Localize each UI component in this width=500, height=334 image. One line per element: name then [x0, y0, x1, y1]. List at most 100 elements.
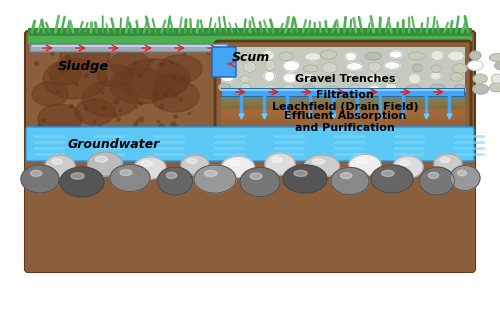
Ellipse shape: [400, 160, 410, 165]
Text: Filtration
Leachfield (Drain Field): Filtration Leachfield (Drain Field): [272, 90, 418, 112]
Ellipse shape: [440, 158, 450, 163]
Bar: [223, 60, 235, 68]
Bar: [221, 130, 465, 133]
Ellipse shape: [408, 52, 424, 60]
Bar: [221, 61, 465, 65]
Ellipse shape: [420, 167, 454, 195]
Ellipse shape: [331, 167, 369, 194]
Ellipse shape: [325, 86, 342, 96]
Bar: [221, 112, 465, 115]
Ellipse shape: [250, 173, 262, 179]
Ellipse shape: [32, 82, 68, 106]
Ellipse shape: [166, 172, 177, 178]
Ellipse shape: [158, 167, 192, 195]
Bar: [221, 91, 465, 95]
Ellipse shape: [356, 158, 368, 163]
Ellipse shape: [240, 75, 250, 83]
Ellipse shape: [322, 62, 338, 73]
Bar: [221, 88, 464, 96]
Ellipse shape: [134, 157, 166, 179]
Bar: [221, 52, 465, 56]
Ellipse shape: [243, 62, 256, 72]
Bar: [221, 64, 465, 68]
Text: Sludge: Sludge: [58, 59, 110, 72]
Ellipse shape: [448, 51, 464, 61]
Ellipse shape: [188, 159, 197, 164]
Bar: [221, 79, 465, 82]
Bar: [221, 133, 465, 136]
Bar: [221, 89, 464, 91]
Bar: [221, 100, 465, 103]
Bar: [221, 109, 465, 112]
Ellipse shape: [284, 60, 300, 71]
Ellipse shape: [265, 153, 295, 175]
Bar: [221, 49, 465, 53]
Ellipse shape: [412, 64, 422, 72]
Ellipse shape: [194, 165, 236, 193]
Bar: [221, 47, 465, 96]
Ellipse shape: [492, 74, 500, 84]
Text: Gravel Trenches: Gravel Trenches: [295, 74, 395, 84]
Ellipse shape: [384, 76, 399, 84]
Ellipse shape: [468, 60, 483, 70]
Ellipse shape: [453, 63, 467, 73]
Ellipse shape: [216, 49, 232, 59]
FancyBboxPatch shape: [25, 31, 475, 272]
Bar: [221, 82, 465, 86]
Bar: [221, 118, 465, 121]
FancyBboxPatch shape: [218, 52, 228, 72]
Ellipse shape: [430, 72, 441, 80]
Ellipse shape: [301, 85, 316, 96]
Bar: [221, 115, 465, 118]
Ellipse shape: [264, 87, 277, 95]
Ellipse shape: [71, 173, 84, 179]
Ellipse shape: [96, 156, 108, 162]
Ellipse shape: [279, 52, 293, 61]
FancyBboxPatch shape: [212, 47, 236, 77]
Ellipse shape: [454, 85, 465, 95]
Ellipse shape: [282, 84, 295, 95]
Ellipse shape: [218, 62, 230, 70]
Ellipse shape: [283, 165, 327, 193]
Ellipse shape: [320, 50, 336, 59]
Ellipse shape: [110, 165, 150, 191]
Bar: [221, 85, 465, 89]
Ellipse shape: [428, 172, 439, 178]
Bar: [221, 94, 465, 98]
Ellipse shape: [340, 173, 352, 179]
Bar: [221, 46, 465, 50]
Ellipse shape: [110, 51, 150, 77]
Ellipse shape: [470, 51, 481, 60]
Ellipse shape: [408, 74, 420, 84]
Ellipse shape: [181, 155, 209, 175]
Ellipse shape: [312, 159, 324, 164]
Ellipse shape: [386, 82, 396, 92]
Text: Scum: Scum: [232, 50, 270, 63]
Ellipse shape: [349, 155, 381, 175]
Ellipse shape: [265, 60, 275, 71]
Bar: [221, 70, 465, 74]
Bar: [221, 127, 465, 130]
Ellipse shape: [49, 63, 81, 85]
Ellipse shape: [60, 167, 104, 197]
Ellipse shape: [141, 161, 152, 166]
Bar: [221, 55, 465, 59]
FancyBboxPatch shape: [30, 44, 228, 52]
Ellipse shape: [88, 152, 122, 176]
Ellipse shape: [154, 74, 186, 94]
Ellipse shape: [385, 62, 400, 69]
Ellipse shape: [369, 85, 380, 95]
Ellipse shape: [371, 165, 413, 193]
Bar: [221, 124, 465, 127]
Ellipse shape: [204, 170, 217, 176]
Ellipse shape: [474, 74, 487, 84]
Ellipse shape: [406, 85, 421, 96]
Bar: [28, 28, 472, 36]
Ellipse shape: [262, 50, 274, 61]
Ellipse shape: [52, 159, 62, 164]
Ellipse shape: [38, 104, 82, 134]
Ellipse shape: [393, 156, 423, 178]
Ellipse shape: [272, 157, 282, 162]
Ellipse shape: [240, 167, 280, 196]
Ellipse shape: [473, 84, 488, 94]
